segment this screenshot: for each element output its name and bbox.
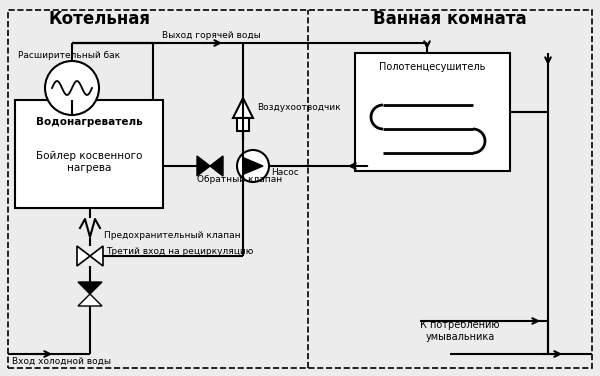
Text: Бойлер косвенного
нагрева: Бойлер косвенного нагрева	[36, 151, 142, 173]
Polygon shape	[197, 156, 210, 176]
Polygon shape	[244, 158, 263, 174]
Text: Обратный клапан: Обратный клапан	[197, 176, 282, 185]
Polygon shape	[90, 246, 103, 266]
Polygon shape	[77, 246, 90, 266]
Text: Выход горячей воды: Выход горячей воды	[162, 30, 261, 39]
Text: Вход холодной воды: Вход холодной воды	[12, 356, 111, 365]
Polygon shape	[233, 98, 253, 118]
Bar	[355, 53, 510, 171]
Text: Третий вход на рециркуляцию: Третий вход на рециркуляцию	[106, 247, 253, 256]
Polygon shape	[78, 294, 102, 306]
Text: Полотенцесушитель: Полотенцесушитель	[379, 62, 485, 72]
Circle shape	[45, 61, 99, 115]
Bar	[15, 100, 163, 208]
Polygon shape	[78, 282, 102, 294]
Text: Котельная: Котельная	[49, 10, 151, 28]
Text: Предохранительный клапан: Предохранительный клапан	[104, 232, 241, 241]
Text: Ванная комната: Ванная комната	[373, 10, 527, 28]
Bar	[237, 118, 249, 131]
Text: Водонагреватель: Водонагреватель	[35, 117, 142, 127]
Polygon shape	[210, 156, 223, 176]
Circle shape	[237, 150, 269, 182]
Text: Расширительный бак: Расширительный бак	[18, 52, 120, 61]
Text: Насос: Насос	[271, 168, 299, 177]
Text: Воздухоотводчик: Воздухоотводчик	[257, 103, 341, 112]
Text: К потреблению
умывальника: К потреблению умывальника	[420, 320, 500, 342]
